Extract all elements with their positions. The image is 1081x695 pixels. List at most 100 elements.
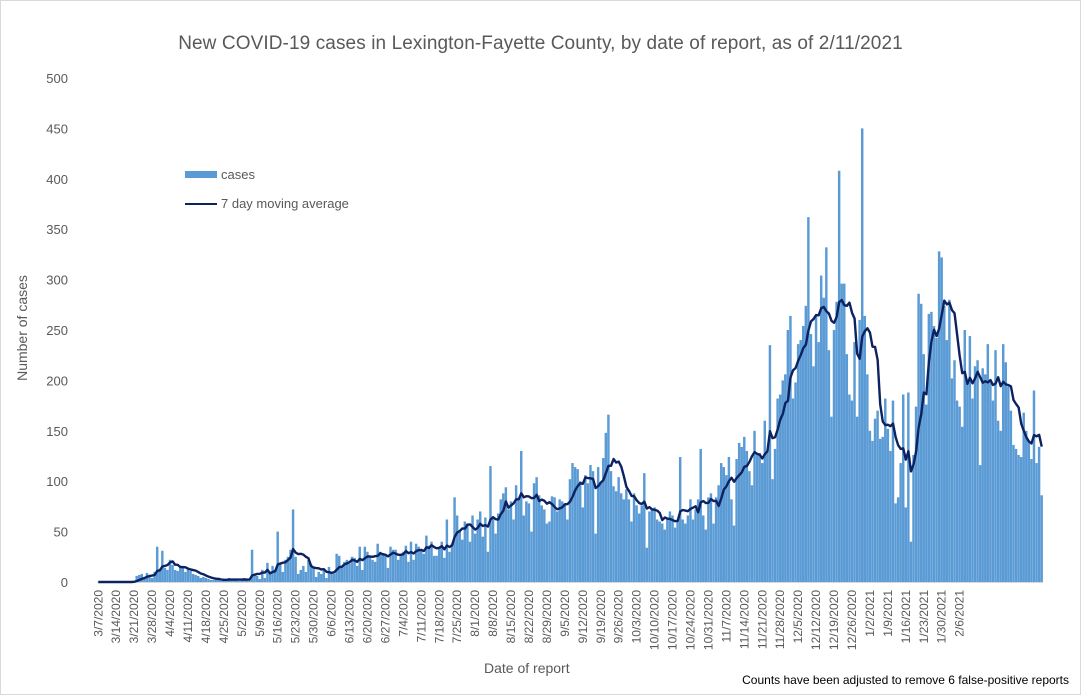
- x-tick-label: 4/18/2020: [199, 590, 213, 644]
- bar-cases: [448, 551, 451, 582]
- bar-cases: [735, 459, 738, 582]
- bar-cases: [353, 557, 356, 582]
- y-axis: 0 50 100 150 200 250 300 350 400 450 500: [46, 71, 68, 590]
- bar-cases: [812, 366, 815, 582]
- bar-cases: [981, 368, 984, 582]
- bar-cases: [776, 398, 779, 582]
- bar-cases: [330, 571, 333, 582]
- bar-cases: [1037, 446, 1041, 582]
- bar-cases: [617, 477, 620, 582]
- bar-cases: [314, 576, 318, 582]
- bar-cases: [894, 503, 897, 582]
- x-tick-label: 1/9/2021: [881, 590, 895, 637]
- bar-cases: [740, 446, 743, 582]
- y-tick-label: 400: [46, 172, 68, 187]
- x-tick-label: 6/27/2020: [378, 590, 392, 644]
- x-tick-label: 4/25/2020: [217, 590, 231, 644]
- x-tick-label: 4/4/2020: [163, 590, 177, 637]
- bar-cases: [866, 374, 869, 582]
- bar-cases: [481, 536, 485, 582]
- bar-cases: [822, 297, 825, 582]
- x-tick-label: 8/15/2020: [504, 590, 518, 644]
- bar-cases: [350, 556, 354, 582]
- bar-cases: [179, 565, 182, 582]
- bar-cases: [430, 541, 433, 582]
- bar-cases: [368, 556, 372, 582]
- bar-cases: [973, 366, 977, 582]
- bar-cases: [158, 569, 161, 582]
- bar-cases: [750, 485, 754, 582]
- bar-cases: [994, 350, 997, 582]
- bar-cases: [335, 553, 338, 582]
- bar-cases: [796, 344, 800, 582]
- bar-cases: [440, 541, 443, 582]
- bar-cases: [948, 299, 951, 582]
- bar-cases: [843, 283, 846, 582]
- bar-cases: [209, 579, 213, 582]
- bar-cases: [522, 515, 526, 582]
- bar-cases: [630, 521, 633, 582]
- bar-cases: [396, 559, 400, 582]
- bar-cases: [361, 569, 364, 582]
- bar-cases: [955, 400, 959, 582]
- bar-cases: [212, 579, 215, 582]
- x-tick-label: 5/30/2020: [307, 590, 321, 644]
- bar-cases: [635, 505, 638, 582]
- bar-cases: [207, 578, 210, 582]
- bar-cases: [299, 569, 302, 582]
- bar-cases: [238, 580, 241, 582]
- bar-cases: [922, 354, 925, 582]
- bar-cases: [699, 448, 702, 582]
- bar-cases: [153, 571, 156, 582]
- bar-cases: [678, 457, 682, 582]
- bar-cases: [604, 432, 608, 582]
- bar-cases: [1001, 344, 1005, 582]
- bar-cases: [255, 575, 259, 582]
- bar-cases: [135, 575, 138, 582]
- y-tick-label: 100: [46, 474, 68, 489]
- bar-cases: [279, 563, 282, 582]
- x-tick-label: 7/25/2020: [450, 590, 464, 644]
- legend: cases 7 day moving average: [185, 160, 349, 218]
- bar-cases: [771, 479, 774, 582]
- bar-cases: [507, 509, 510, 582]
- bar-cases: [191, 573, 195, 582]
- bar-cases: [422, 553, 426, 582]
- bar-cases: [819, 275, 823, 582]
- x-tick-label: 7/11/2020: [414, 590, 428, 643]
- bar-cases: [768, 345, 772, 582]
- bar-cases: [520, 450, 523, 582]
- bar-cases: [248, 580, 251, 582]
- bar-cases: [576, 469, 579, 582]
- bar-cases: [899, 463, 902, 582]
- bar-cases: [389, 546, 392, 582]
- bar-cases: [496, 513, 500, 582]
- bar-cases: [489, 466, 492, 582]
- bar-cases: [848, 394, 851, 582]
- bar-cases: [760, 463, 764, 582]
- bar-cases: [717, 485, 720, 582]
- legend-label-cases: cases: [221, 167, 255, 182]
- bar-cases: [845, 354, 849, 582]
- bar-cases: [214, 578, 218, 582]
- bar-cases: [832, 330, 836, 582]
- bar-cases: [912, 454, 915, 582]
- bar-cases: [802, 325, 805, 582]
- bar-cases: [627, 499, 631, 582]
- x-tick-label: 9/12/2020: [576, 590, 590, 644]
- y-tick-label: 300: [46, 273, 68, 288]
- x-tick-label: 11/21/2020: [755, 590, 769, 649]
- bar-cases: [514, 485, 518, 582]
- bar-cases: [296, 573, 300, 582]
- bar-cases: [732, 525, 736, 582]
- bar-cases: [668, 511, 672, 582]
- bar-cases: [309, 563, 313, 582]
- bar-cases: [709, 493, 713, 582]
- bar-cases: [517, 499, 520, 582]
- bar-cases: [694, 509, 697, 582]
- bar-cases: [643, 473, 646, 582]
- bar-cases: [614, 491, 618, 582]
- bar-cases: [166, 569, 169, 582]
- bar-cases: [714, 497, 718, 582]
- bar-cases: [155, 546, 159, 582]
